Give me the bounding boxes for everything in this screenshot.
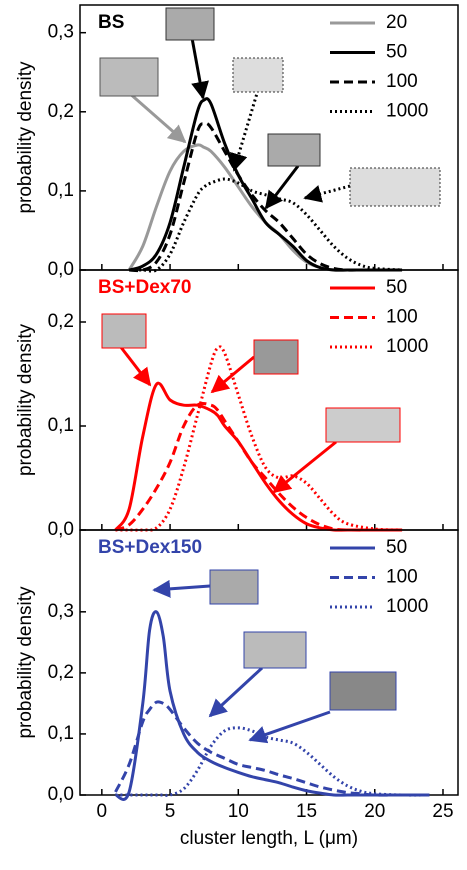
curve — [114, 700, 430, 797]
thumbnail — [325, 407, 401, 443]
x-axis-label: cluster length, L (μm) — [180, 828, 358, 849]
arrow — [230, 89, 260, 172]
legend-label: 100 — [386, 71, 418, 92]
arrow — [303, 184, 351, 203]
y-tick-label: 0,1 — [48, 180, 74, 201]
legend-label: 50 — [386, 42, 407, 63]
arrow — [118, 345, 152, 387]
x-tick-label: 20 — [364, 801, 385, 822]
thumbnail — [232, 57, 284, 93]
plot-frame — [79, 529, 459, 796]
thumbnail — [165, 7, 215, 41]
y-tick-label: 0,2 — [48, 101, 74, 122]
curve — [114, 401, 403, 532]
arrow — [264, 165, 300, 210]
thumbnail — [101, 313, 147, 349]
y-axis-label: probability density — [15, 586, 36, 739]
y-tick-label: 0,1 — [48, 415, 74, 436]
arrow — [190, 37, 209, 100]
thumbnail — [349, 167, 441, 207]
thumbnails — [99, 7, 441, 744]
legend-label: 100 — [386, 307, 418, 328]
arrow — [127, 90, 187, 144]
x-tick-label: 25 — [432, 801, 453, 822]
y-tick-label: 0,0 — [48, 519, 74, 540]
curve — [115, 345, 403, 532]
legend-label: 1000 — [386, 336, 428, 357]
thumbnail — [267, 133, 321, 167]
y-tick-label: 0,3 — [48, 601, 74, 622]
curve — [129, 121, 403, 273]
thumbnail — [243, 631, 307, 669]
legend-label: 1000 — [386, 596, 428, 617]
x-tick-label: 5 — [165, 801, 176, 822]
y-tick-label: 0,0 — [48, 784, 74, 805]
arrow — [152, 579, 211, 598]
y-tick-label: 0,2 — [48, 662, 74, 683]
legend-label: 50 — [386, 277, 407, 298]
arrow — [208, 666, 264, 718]
y-tick-label: 0,3 — [48, 22, 74, 43]
thumbnail — [329, 671, 397, 711]
y-axis-label: probability density — [15, 323, 36, 476]
curve — [129, 177, 403, 273]
arrow — [272, 440, 337, 494]
x-tick-label: 15 — [296, 801, 317, 822]
thumbnail — [99, 57, 159, 97]
panel-title: BS+Dex70 — [98, 277, 191, 298]
legend-label: 20 — [386, 12, 407, 33]
curve — [115, 726, 430, 797]
y-tick-label: 0,1 — [48, 723, 74, 744]
legend-label: 100 — [386, 567, 418, 588]
y-tick-label: 0,2 — [48, 311, 74, 332]
thumbnail — [209, 569, 259, 605]
thumbnail — [253, 339, 299, 375]
x-tick-label: 0 — [97, 801, 108, 822]
x-tick-label: 10 — [228, 801, 249, 822]
legend-label: 1000 — [386, 101, 428, 122]
y-axis-label: probability density — [15, 61, 36, 214]
panel-title: BS — [98, 12, 124, 33]
legend-label: 50 — [386, 537, 407, 558]
panel-title: BS+Dex150 — [98, 537, 202, 558]
curve — [115, 610, 430, 801]
y-tick-label: 0,0 — [48, 259, 74, 280]
curve — [114, 381, 403, 532]
